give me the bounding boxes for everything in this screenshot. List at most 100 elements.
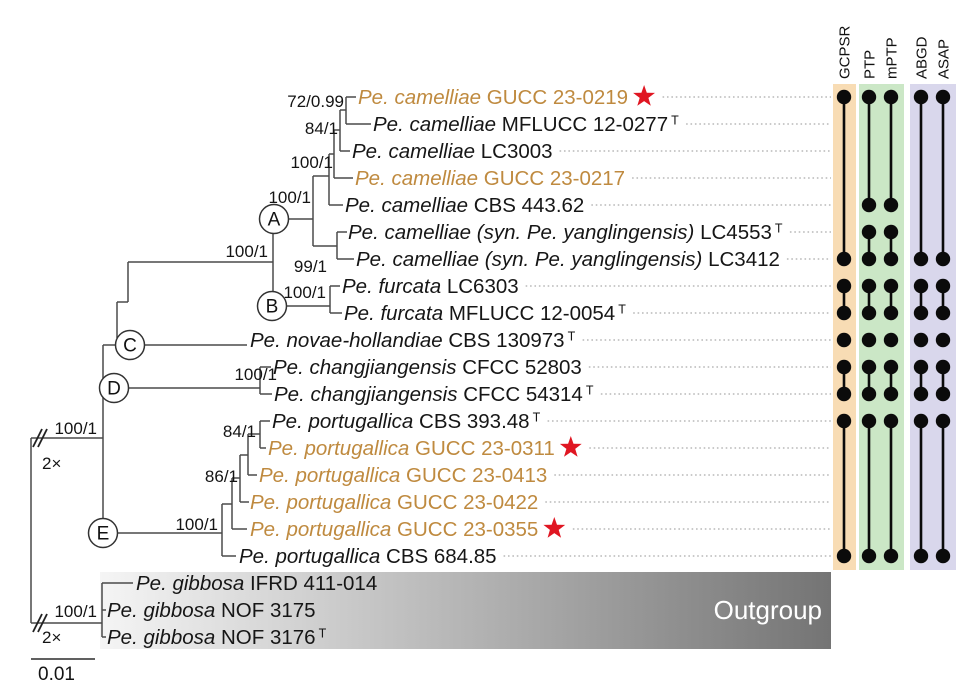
taxon-label: Pe. gibbosa NOF 3176 T — [107, 626, 327, 649]
delimitation-dot — [935, 413, 951, 429]
taxon-label: Pe. camelliae GUCC 23-0219 — [358, 86, 628, 109]
delimitation-dot — [913, 548, 929, 564]
taxon-label: Pe. furcata MFLUCC 12-0054 T — [344, 302, 626, 325]
support-value: 100/1 — [290, 153, 333, 172]
column-header-ptp: PTP — [862, 50, 879, 79]
clade-node-circle-c — [114, 329, 146, 361]
support-value: 100/1 — [54, 602, 97, 621]
column-header-abgd: ABGD — [914, 36, 931, 79]
delimitation-dot — [883, 413, 899, 429]
taxon-label: Pe. furcata LC6303 — [342, 275, 519, 298]
support-value: 100/1 — [175, 515, 218, 534]
delimitation-dot — [836, 251, 852, 267]
support-value: 100/1 — [283, 283, 326, 302]
outgroup-gradient-bar — [100, 572, 831, 649]
column-header-gcpsr: GCPSR — [837, 25, 854, 79]
delimitation-dot — [861, 278, 877, 294]
taxon-label: Pe. gibbosa IFRD 411-014 — [136, 572, 377, 595]
delimitation-dot — [836, 305, 852, 321]
abgd-band — [910, 84, 956, 570]
taxon-label: Pe. portugallica CBS 393.48 T — [272, 410, 541, 433]
scale-bar: 0.01 — [31, 658, 95, 685]
clade-node-circle-d — [98, 372, 130, 404]
delimitation-dot — [836, 332, 852, 348]
delimitation-dot — [883, 332, 899, 348]
taxon-label: Pe. portugallica CBS 684.85 — [239, 545, 497, 568]
gcpsr-band — [833, 84, 856, 570]
support-value: 86/1 — [205, 467, 238, 486]
delimitation-dot — [913, 359, 929, 375]
delimitation-dot — [883, 251, 899, 267]
taxon-label: Pe. gibbosa NOF 3175 — [107, 599, 316, 622]
outgroup-band: Outgroup — [100, 572, 831, 649]
delimitation-bands — [833, 84, 956, 570]
delimitation-dot — [935, 278, 951, 294]
outgroup-label: Outgroup — [714, 595, 822, 625]
taxon-label: Pe. portugallica GUCC 23-0355 — [250, 518, 538, 541]
delimitation-dot — [935, 359, 951, 375]
delimitation-dot — [861, 359, 877, 375]
clade-node-label: B — [266, 297, 279, 318]
branch-annotation: 2× — [42, 454, 61, 473]
delimitation-dot — [883, 278, 899, 294]
delimitation-dot — [935, 89, 951, 105]
clade-node-label: D — [107, 379, 121, 400]
ptp-band — [859, 84, 904, 570]
support-value: 100/1 — [268, 188, 311, 207]
taxon-label: Pe. camelliae LC3003 — [352, 140, 553, 163]
support-value: 100/1 — [234, 365, 277, 384]
delimitation-dot — [935, 305, 951, 321]
taxon-label: Pe. changjiangensis CFCC 54314 T — [274, 383, 594, 406]
delimitation-dot — [836, 413, 852, 429]
support-value: 100/1 — [225, 242, 268, 261]
delimitation-dot — [913, 278, 929, 294]
column-header-mptp: mPTP — [884, 37, 901, 79]
delimitation-dot — [861, 386, 877, 402]
taxon-label: Pe. camelliae CBS 443.62 — [345, 194, 584, 217]
taxon-label: Pe. camelliae (syn. Pe. yanglingensis) L… — [348, 221, 783, 244]
delimitation-dot — [861, 224, 877, 240]
branch-annotation: 2× — [42, 628, 61, 647]
branch-break-icon — [32, 613, 43, 633]
clade-node-circle-a — [258, 203, 290, 235]
branch-break-icon — [37, 613, 48, 633]
taxon-label: Pe. camelliae MFLUCC 12-0277 T — [373, 113, 679, 136]
delimitation-dots — [836, 89, 951, 564]
taxon-label: Pe. portugallica GUCC 23-0311 — [268, 437, 555, 460]
delimitation-dot — [913, 413, 929, 429]
delimitation-dot — [935, 386, 951, 402]
taxon-label: Pe. changjiangensis CFCC 52803 — [273, 356, 582, 379]
delimitation-dot — [836, 386, 852, 402]
support-value: 99/1 — [294, 257, 327, 276]
delimitation-dot — [836, 359, 852, 375]
delimitation-dot — [935, 332, 951, 348]
delimitation-dot — [861, 305, 877, 321]
taxon-label: Pe. portugallica GUCC 23-0413 — [259, 464, 547, 487]
clade-node-label: A — [268, 210, 281, 231]
delimitation-dot — [883, 386, 899, 402]
support-value: 84/1 — [223, 422, 256, 441]
taxon-label: Pe. novae-hollandiae CBS 130973 T — [250, 329, 576, 352]
delimitation-dot — [861, 251, 877, 267]
delimitation-dot — [935, 548, 951, 564]
branch-break-icon — [32, 428, 43, 448]
support-value: 84/1 — [305, 119, 338, 138]
tree-branches — [30, 96, 371, 638]
delimitation-dot — [883, 359, 899, 375]
delimitation-dot — [883, 305, 899, 321]
taxa-labels: Pe. camelliae GUCC 23-0219 Pe. camelliae … — [107, 85, 783, 649]
delimitation-dot — [861, 197, 877, 213]
delimitation-dot — [883, 197, 899, 213]
support-labels: 72/0.99 84/1 100/1 100/1 100/1 99/1 100/1 100/1… — [42, 92, 344, 647]
delimitation-dot — [913, 89, 929, 105]
delimitation-dot — [861, 413, 877, 429]
delimitation-dot — [913, 386, 929, 402]
delimitation-dot — [913, 332, 929, 348]
star-icon — [633, 85, 655, 106]
delimitation-dot — [883, 89, 899, 105]
star-icon — [559, 436, 582, 457]
star-icon — [543, 517, 566, 538]
support-value: 72/0.99 — [287, 92, 344, 111]
